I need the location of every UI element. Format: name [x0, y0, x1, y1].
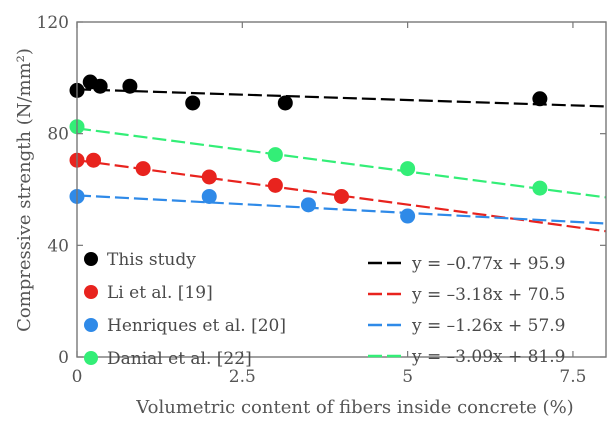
legend-marker	[84, 351, 98, 365]
legend-equation: y = –0.77x + 95.9	[411, 254, 566, 274]
axis-ticks: 0 2.5 5 7.5 0 40 80 120	[37, 13, 606, 387]
y-tick-label: 40	[47, 236, 69, 256]
fit-line-3	[76, 127, 607, 199]
data-point-series-0	[277, 95, 293, 111]
data-point-series-0	[92, 78, 108, 94]
data-point-series-0	[185, 95, 201, 111]
x-tick-label: 0	[72, 367, 83, 387]
legend-equation: y = –1.26x + 57.9	[411, 316, 566, 336]
x-tick-label: 2.5	[229, 367, 256, 387]
fit-line-0	[76, 88, 607, 108]
data-point-series-3	[400, 161, 416, 177]
data-point-series-2	[300, 197, 316, 213]
y-tick-label: 120	[37, 13, 69, 33]
data-point-series-0	[122, 78, 138, 94]
data-point-series-1	[135, 161, 151, 177]
y-axis-title: Compressive strength (N/mm²)	[14, 48, 35, 332]
legend-marker	[84, 318, 98, 332]
x-tick-label: 5	[402, 367, 413, 387]
data-point-series-3	[532, 180, 548, 196]
data-point-series-1	[334, 188, 349, 204]
legend-lines: y = –0.77x + 95.9 y = –3.18x + 70.5 y = –1…	[368, 254, 566, 367]
data-point-series-1	[201, 169, 217, 185]
x-tick-label: 7.5	[559, 367, 586, 387]
data-point-series-1	[86, 152, 102, 168]
legend-label: Henriques et al. [20]	[107, 316, 286, 336]
y-tick-label: 80	[47, 125, 69, 145]
legend-equation: y = –3.18x + 70.5	[411, 285, 566, 305]
data-point-series-2	[400, 208, 416, 224]
data-point-series-1	[267, 177, 283, 193]
fit-line-2	[76, 194, 607, 225]
data-point-series-3	[267, 147, 283, 163]
legend-label: Danial et al. [22]	[107, 349, 252, 369]
y-tick-label: 0	[58, 348, 69, 368]
data-point-series-0	[532, 91, 548, 107]
legend-equation: y = –3.09x + 81.9	[411, 347, 566, 367]
legend-marker	[84, 252, 98, 266]
legend-points: This study Li et al. [19] Henriques et al.…	[84, 250, 286, 369]
legend-label: Li et al. [19]	[107, 283, 213, 303]
legend-label: This study	[107, 250, 196, 270]
legend-marker	[84, 285, 98, 299]
data-point-series-2	[201, 188, 217, 204]
plot-frame	[76, 21, 607, 358]
plot-area	[69, 74, 607, 233]
x-axis-title: Volumetric content of fibers inside conc…	[135, 397, 573, 418]
